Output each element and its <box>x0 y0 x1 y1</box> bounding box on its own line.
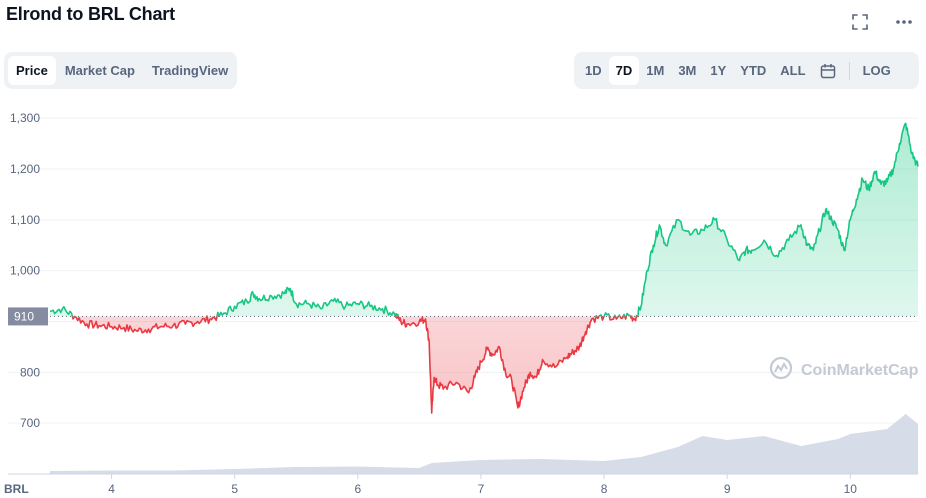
price-fill-up <box>50 123 918 317</box>
price-fill-down <box>72 316 638 413</box>
calendar-icon[interactable] <box>813 56 843 85</box>
range-all[interactable]: ALL <box>780 63 806 78</box>
time-range-tabs: 1D 7D 1M 3M 1Y YTD ALL LOG <box>574 52 919 89</box>
range-1y[interactable]: 1Y <box>710 63 727 78</box>
baseline-marker: 910 <box>8 307 918 326</box>
currency-label: BRL <box>4 482 29 496</box>
watermark-text: CoinMarketCap <box>801 362 919 379</box>
volume-area-shape <box>50 414 918 474</box>
baseline-label-bg <box>8 307 48 326</box>
x-tick-label: 8 <box>601 482 608 496</box>
tab-price[interactable]: Price <box>8 56 56 85</box>
y-tick-label: 1,100 <box>10 213 40 227</box>
y-tick-label: 1,200 <box>10 162 40 176</box>
range-1m[interactable]: 1M <box>646 63 665 78</box>
y-tick-label: 1,000 <box>10 264 40 278</box>
baseline-label: 910 <box>14 309 34 323</box>
price-line <box>49 122 919 414</box>
more-icon[interactable] <box>892 10 916 34</box>
toolbar-divider <box>848 61 850 80</box>
watermark: CoinMarketCap <box>769 356 919 380</box>
page-title: Elrond to BRL Chart <box>6 4 175 24</box>
range-7d[interactable]: 7D <box>608 56 640 85</box>
x-tick-label: 9 <box>724 482 731 496</box>
tab-market-cap[interactable]: Market Cap <box>64 63 135 78</box>
price-line-down <box>71 316 639 414</box>
range-ytd[interactable]: YTD <box>740 63 767 78</box>
y-tick-label: 1,300 <box>10 111 40 125</box>
x-tick-label: 5 <box>231 482 238 496</box>
volume-area <box>50 414 918 474</box>
price-fill <box>50 123 918 413</box>
price-line-up <box>49 122 919 317</box>
tab-tradingview[interactable]: TradingView <box>151 63 229 78</box>
y-tick-label: 800 <box>20 365 40 379</box>
x-tick-label: 7 <box>478 482 485 496</box>
fullscreen-icon[interactable] <box>848 10 872 34</box>
chart-view-tabs: Price Market Cap TradingView <box>4 52 237 89</box>
x-tick-label: 10 <box>844 482 858 496</box>
range-3m[interactable]: 3M <box>678 63 697 78</box>
y-tick-label: 700 <box>20 416 40 430</box>
x-tick-label: 4 <box>108 482 115 496</box>
x-tick-label: 6 <box>354 482 361 496</box>
log-scale-button[interactable]: LOG <box>862 63 891 78</box>
range-1d[interactable]: 1D <box>585 63 602 78</box>
y-axis: 700 800 1,000 1,100 1,200 1,300 <box>10 111 40 430</box>
x-axis: BRL 4 5 6 7 8 9 10 <box>4 473 918 496</box>
header-actions <box>848 10 916 34</box>
